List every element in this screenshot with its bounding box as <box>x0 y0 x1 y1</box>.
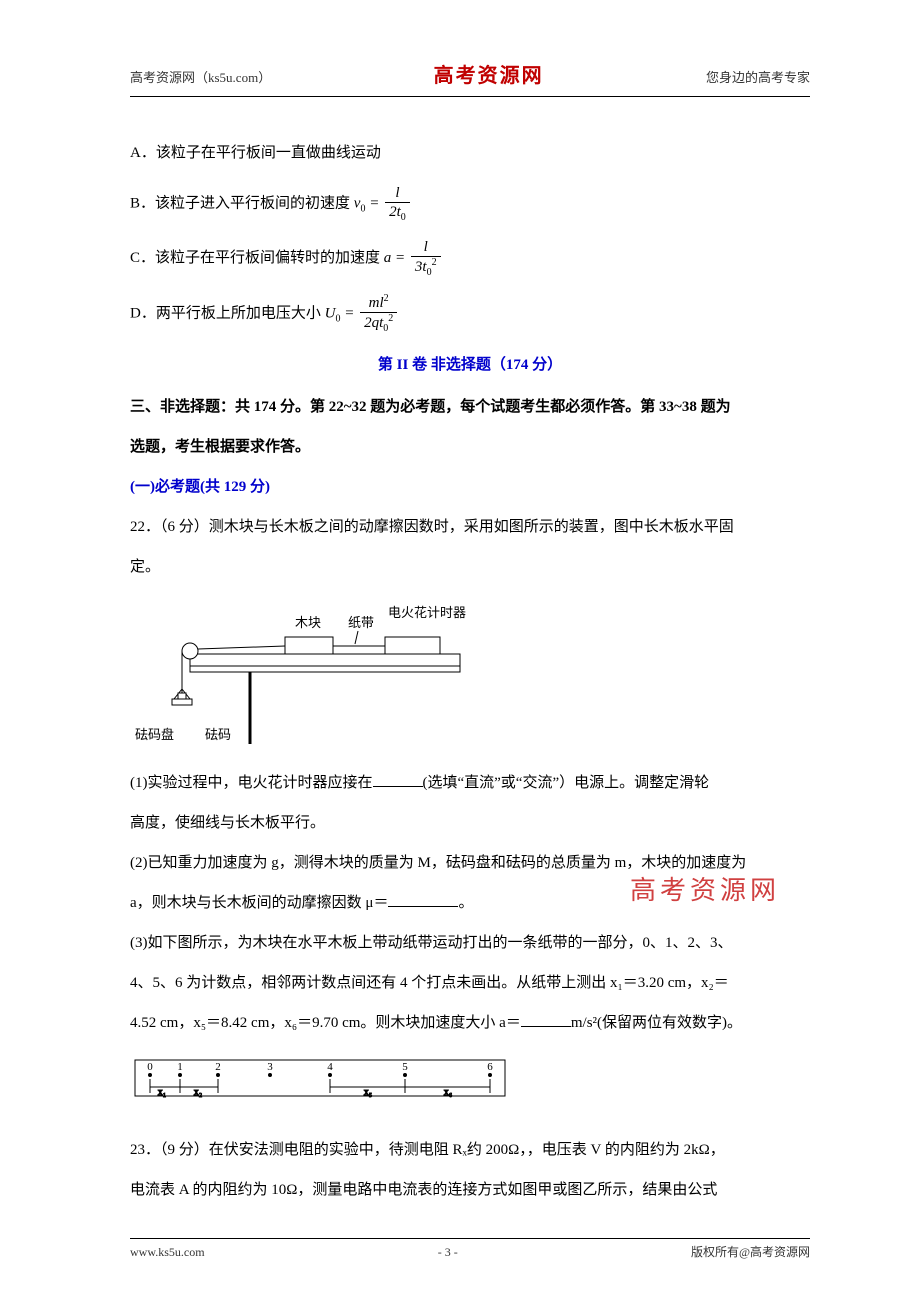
svg-text:x₁: x₁ <box>158 1087 167 1098</box>
fig-label-weight: 砝码 <box>205 727 231 742</box>
fig-label-tape: 纸带 <box>348 615 374 630</box>
option-d-num: ml2 <box>360 293 397 313</box>
q22-p1-a: (1)实验过程中，电火花计时器应接在 <box>130 775 373 791</box>
q23-a: 23．（9 分）在伏安法测电阻的实验中，待测电阻 Rₓ约 200Ω，，电压表 V… <box>130 1132 810 1168</box>
q22-p3-a: (3)如下图所示，为木块在水平木板上带动纸带运动打出的一条纸带的一部分，0、1、… <box>130 925 810 961</box>
svg-text:6: 6 <box>487 1061 493 1073</box>
fig-label-tray: 砝码盘 <box>135 727 174 742</box>
q22-p3-d: m/s²(保留两位有效数字)。 <box>571 1015 742 1031</box>
option-c-text: 该粒子在平行板间偏转时的加速度 <box>155 250 380 266</box>
option-d-text: 两平行板上所加电压大小 <box>156 305 321 321</box>
tape-figure: 0 1 2 3 4 5 6 x₁ x₂ x₅ x₆ <box>130 1055 510 1118</box>
option-c-fraction: l 3t02 <box>411 238 441 279</box>
q22-p2-a: (2)已知重力加速度为 g，测得木块的质量为 M，砝码盘和砝码的总质量为 m，木… <box>130 845 810 881</box>
svg-text:x₆: x₆ <box>444 1087 453 1098</box>
svg-text:5: 5 <box>402 1061 408 1073</box>
q22-p1-c: 高度，使细线与长木板平行。 <box>130 805 810 841</box>
q22-p2-line: a，则木块与长木板间的动摩擦因数 μ＝ 。 <box>130 885 810 921</box>
option-c-eq: = <box>391 250 409 266</box>
option-d-prefix: D． <box>130 305 156 321</box>
option-b-text: 该粒子进入平行板间的初速度 <box>155 195 350 211</box>
option-b-num: l <box>385 184 410 203</box>
sub-section-1: (一)必考题(共 129 分) <box>130 469 810 505</box>
option-d-eq: = <box>340 305 358 321</box>
option-d-fraction: ml2 2qt02 <box>360 293 397 335</box>
svg-text:4: 4 <box>327 1061 333 1073</box>
blank-1 <box>373 772 423 787</box>
q22-p1: (1)实验过程中，电火花计时器应接在 (选填“直流”或“交流”）电源上。调整定滑轮 <box>130 765 810 801</box>
header-right: 您身边的高考专家 <box>706 68 810 89</box>
page: 高考资源网（ks5u.com） 高考资源网 您身边的高考专家 A．该粒子在平行板… <box>0 0 920 1302</box>
fig-label-block: 木块 <box>295 615 321 630</box>
option-c-num: l <box>411 238 441 257</box>
page-footer: www.ks5u.com - 3 - 版权所有@高考资源网 <box>130 1238 810 1262</box>
svg-text:1: 1 <box>177 1061 183 1073</box>
svg-text:0: 0 <box>147 1061 153 1073</box>
section-3-intro-a: 三、非选择题：共 174 分。第 22~32 题为必考题，每个试题考生都必须作答… <box>130 389 810 425</box>
header-left: 高考资源网（ks5u.com） <box>130 68 271 89</box>
q22-p1-b: (选填“直流”或“交流”）电源上。调整定滑轮 <box>423 775 710 791</box>
option-c-prefix: C． <box>130 250 155 266</box>
option-d: D．两平行板上所加电压大小 U0 = ml2 2qt02 <box>130 293 810 335</box>
option-a: A．该粒子在平行板间一直做曲线运动 <box>130 137 810 170</box>
footer-left: www.ks5u.com <box>130 1243 205 1262</box>
option-b-fraction: l 2t0 <box>385 184 410 224</box>
svg-text:x₅: x₅ <box>364 1087 373 1098</box>
header-center-logo: 高考资源网 <box>434 60 544 92</box>
svg-text:2: 2 <box>215 1061 221 1073</box>
fig-label-timer: 电火花计时器 <box>388 605 466 620</box>
q22-p2-c: 。 <box>458 895 473 911</box>
option-a-prefix: A． <box>130 145 156 161</box>
option-c: C．该粒子在平行板间偏转时的加速度 a = l 3t02 <box>130 238 810 279</box>
option-b-prefix: B． <box>130 195 155 211</box>
section-2-title: 第 II 卷 非选择题（174 分） <box>130 353 810 377</box>
q22-p2-b: a，则木块与长木板间的动摩擦因数 μ＝ <box>130 895 388 911</box>
q22-p3-line: 4.52 cm，x₅＝8.42 cm，x₆＝9.70 cm。则木块加速度大小 a… <box>130 1005 810 1041</box>
option-b-eq: = <box>365 195 383 211</box>
svg-text:3: 3 <box>267 1061 273 1073</box>
option-a-text: 该粒子在平行板间一直做曲线运动 <box>156 145 381 161</box>
footer-right: 版权所有@高考资源网 <box>691 1243 810 1262</box>
page-header: 高考资源网（ks5u.com） 高考资源网 您身边的高考专家 <box>130 60 810 97</box>
blank-3 <box>521 1012 571 1027</box>
q22-p3-c: 4.52 cm，x₅＝8.42 cm，x₆＝9.70 cm。则木块加速度大小 a… <box>130 1015 521 1031</box>
q23-b: 电流表 A 的内阻约为 10Ω，测量电路中电流表的连接方式如图甲或图乙所示，结果… <box>130 1172 810 1208</box>
option-d-den: 2qt02 <box>360 313 397 335</box>
q22-p3-b: 4、5、6 为计数点，相邻两计数点间还有 4 个打点未画出。从纸带上测出 x₁＝… <box>130 965 810 1001</box>
option-b-den: 2t0 <box>385 203 410 224</box>
section-3-intro-b: 选题，考生根据要求作答。 <box>130 429 810 465</box>
q22-stem-b: 定。 <box>130 549 810 585</box>
option-b: B．该粒子进入平行板间的初速度 v0 = l 2t0 <box>130 184 810 224</box>
svg-text:x₂: x₂ <box>194 1087 203 1098</box>
blank-2 <box>388 892 458 907</box>
option-c-den: 3t02 <box>411 257 441 279</box>
option-d-var: U <box>325 305 336 321</box>
footer-page: - 3 - <box>205 1243 691 1262</box>
q22-stem-a: 22．（6 分）测木块与长木板之间的动摩擦因数时，采用如图所示的装置，图中长木板… <box>130 509 810 545</box>
experiment-figure: 木块 纸带 电火花计时器 砝码盘 砝码 <box>130 599 470 749</box>
